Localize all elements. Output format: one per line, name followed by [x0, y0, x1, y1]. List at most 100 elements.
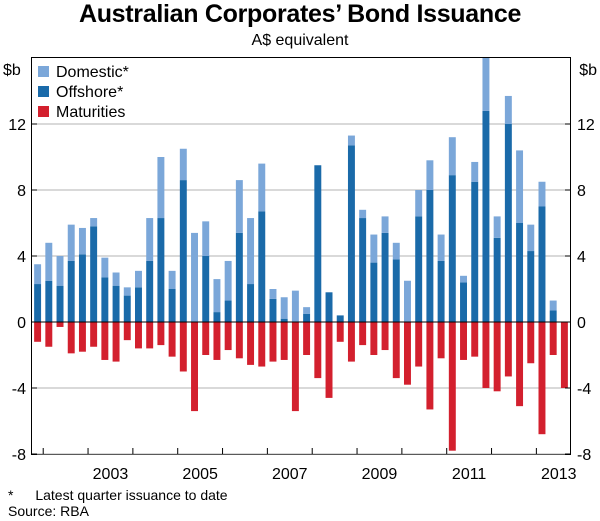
offshore-bar: [123, 295, 131, 322]
domestic-bar: [291, 290, 299, 322]
domestic-bar: [157, 157, 165, 219]
y-tick-label-left: 12: [8, 117, 26, 134]
domestic-bar: [370, 234, 378, 263]
maturities-bar: [314, 322, 322, 379]
domestic-bar: [359, 209, 367, 219]
offshore-bar: [381, 232, 389, 322]
offshore-bar: [493, 237, 501, 322]
maturities-bar: [168, 322, 176, 357]
domestic-bar: [493, 216, 501, 238]
offshore-bar: [336, 315, 344, 322]
domestic-bar: [404, 280, 411, 322]
y-tick-label-right: 0: [577, 315, 586, 332]
offshore-bar: [538, 206, 546, 322]
y-tick-label-right: -4: [577, 381, 591, 398]
maturities-bar: [213, 322, 221, 360]
offshore-bar: [135, 287, 142, 322]
y-tick-label-right: 4: [577, 249, 586, 266]
domestic-bar: [482, 58, 490, 111]
legend-label-domestic: Domestic*: [56, 64, 129, 81]
chart-subtitle: A$ equivalent: [251, 32, 349, 49]
legend-label-offshore: Offshore*: [56, 84, 123, 101]
domestic-bar: [191, 232, 198, 322]
offshore-bar: [516, 223, 524, 322]
domestic-bar: [527, 224, 535, 252]
offshore-bar: [56, 285, 64, 322]
maturities-bar: [269, 322, 277, 362]
footnote: * Latest quarter issuance to date: [8, 487, 228, 503]
grid: [32, 123, 570, 455]
domestic-bar: [90, 218, 98, 227]
maturities-bar: [392, 322, 400, 379]
offshore-bar: [448, 175, 456, 322]
offshore-bar: [235, 232, 243, 322]
offshore-bar: [347, 145, 355, 322]
maturities-bar: [258, 322, 266, 367]
domestic-bar: [146, 218, 154, 261]
offshore-bar: [168, 289, 176, 322]
maturities-bar: [471, 322, 479, 357]
offshore-bar: [202, 256, 210, 322]
domestic-bar: [135, 270, 142, 288]
offshore-bar: [504, 124, 512, 322]
axes: -8 -8 -4 -4 0 0 4 4 8 8 12 12 2003 2005 2007 2009 2011 20…: [8, 117, 595, 483]
domestic-bar: [437, 234, 445, 261]
maturities-bar: [404, 322, 411, 385]
maturities-bar: [67, 322, 75, 354]
offshore-bar: [224, 300, 232, 322]
y-tick-label-right: -8: [577, 447, 591, 464]
legend-label-maturities: Maturities: [56, 104, 125, 121]
offshore-bar: [460, 282, 467, 322]
domestic-bar: [549, 300, 557, 311]
domestic-bar: [56, 256, 64, 286]
x-tick-label: 2005: [182, 466, 218, 483]
offshore-bar: [179, 180, 187, 322]
y-tick-label-left: -4: [12, 381, 26, 398]
domestic-bar: [123, 287, 131, 296]
maturities-bar: [504, 322, 512, 377]
domestic-bar: [460, 275, 467, 283]
maturities-bar: [437, 322, 445, 359]
x-tick-label: 2003: [93, 466, 129, 483]
domestic-bar: [112, 272, 120, 286]
maturities-bar: [34, 322, 42, 342]
offshore-bar: [146, 260, 154, 322]
offshore-bar: [359, 218, 367, 322]
maturities-bar: [381, 322, 389, 351]
maturities-bar: [560, 322, 568, 388]
domestic-bar: [392, 242, 400, 260]
domestic-bar: [303, 307, 311, 314]
maturities-bar: [426, 322, 434, 410]
chart-title: Australian Corporates’ Bond Issuance: [78, 0, 522, 28]
maturities-bar: [146, 322, 154, 349]
x-tick-label: 2009: [362, 466, 398, 483]
maturities-bar: [112, 322, 120, 362]
maturities-bar: [56, 322, 64, 327]
offshore-bar: [90, 226, 98, 322]
domestic-bar: [247, 218, 255, 285]
domestic-bar: [471, 161, 479, 182]
domestic-bar: [258, 163, 266, 212]
maturities-bar: [359, 322, 367, 346]
maturities-bar: [191, 322, 198, 412]
domestic-bar: [516, 150, 524, 223]
maturities-bar: [538, 322, 546, 435]
maturities-bar: [202, 322, 210, 355]
maturities-bar: [224, 322, 232, 351]
y-tick-label-left: 8: [17, 183, 26, 200]
legend-swatch-maturities: [38, 106, 49, 117]
y-tick-label-right: 12: [577, 117, 595, 134]
maturities-bar: [482, 322, 490, 388]
footnote-text: Latest quarter issuance to date: [35, 487, 228, 503]
y-tick-label-left: 0: [17, 315, 26, 332]
offshore-bar: [437, 260, 445, 322]
offshore-bar: [370, 262, 378, 322]
maturities-bar: [101, 322, 109, 360]
offshore-bar: [527, 251, 535, 322]
offshore-bar: [482, 110, 490, 322]
y-tick-label-left: -8: [12, 447, 26, 464]
offshore-bar: [269, 298, 277, 322]
domestic-bar: [45, 242, 53, 281]
offshore-bar: [78, 254, 86, 322]
legend: Domestic* Offshore* Maturities: [38, 64, 129, 121]
